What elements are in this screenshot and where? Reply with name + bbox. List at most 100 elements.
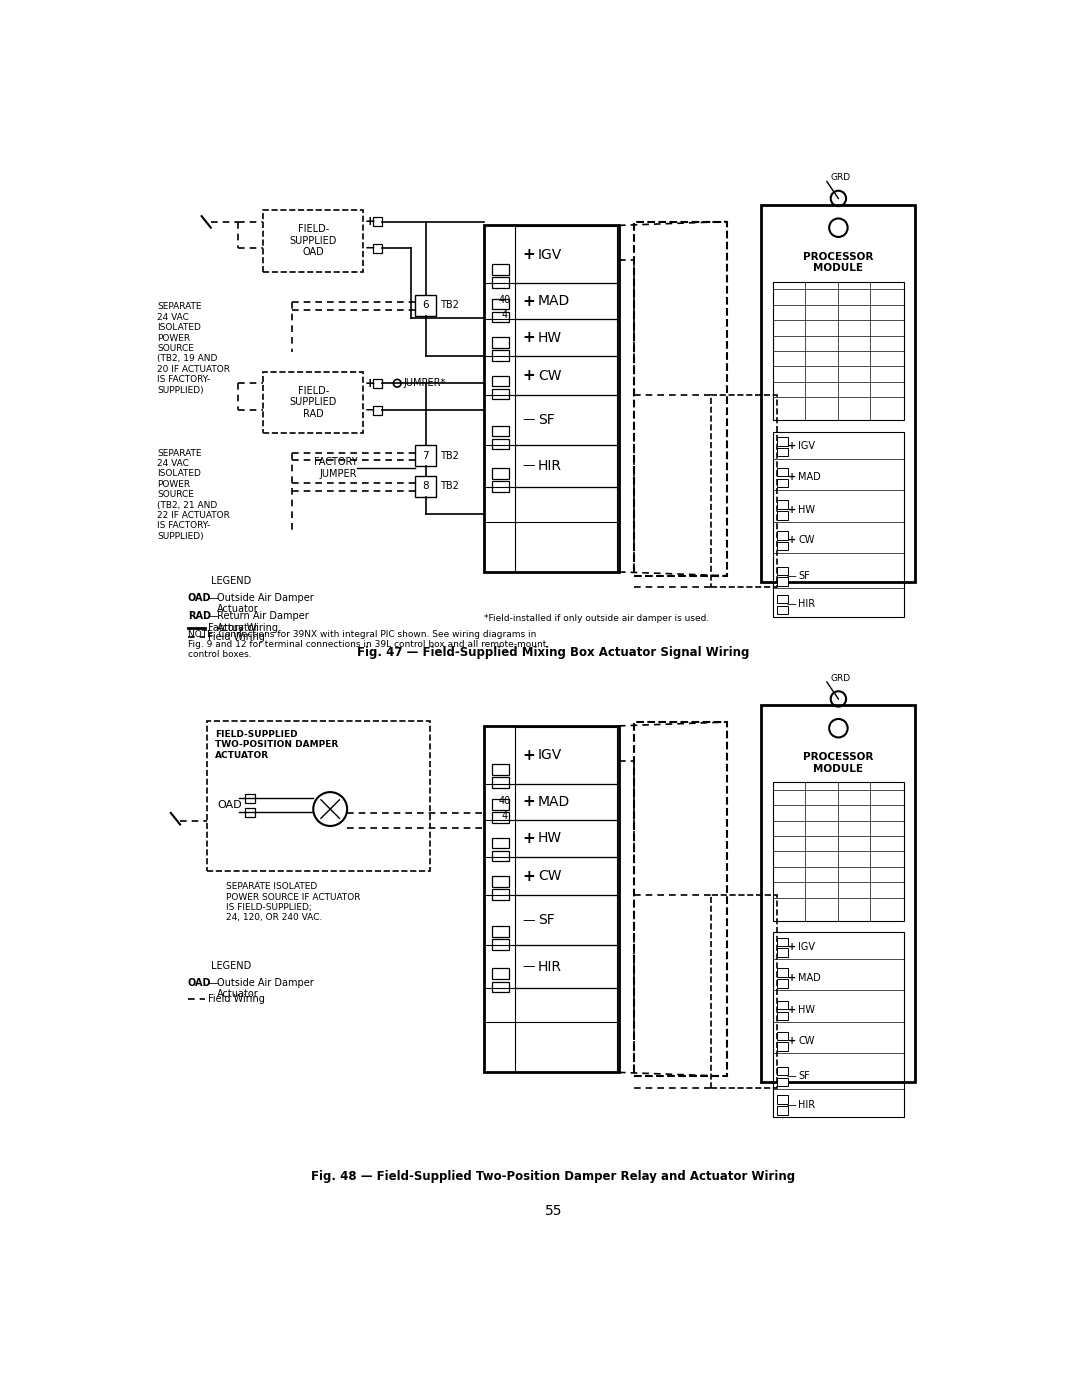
Text: SF: SF — [798, 1071, 810, 1081]
Text: TB2: TB2 — [440, 300, 458, 310]
Text: Outside Air Damper
Actuator: Outside Air Damper Actuator — [217, 978, 314, 999]
Bar — [245, 807, 255, 817]
Bar — [373, 244, 382, 253]
Text: +: + — [523, 293, 535, 309]
Bar — [491, 351, 509, 360]
Bar — [777, 1095, 787, 1104]
Bar — [515, 320, 618, 356]
Bar — [264, 372, 363, 433]
Bar — [491, 778, 509, 788]
Bar — [515, 444, 618, 488]
Text: +: + — [788, 1004, 796, 1016]
Text: TB2: TB2 — [440, 451, 458, 461]
Text: SEPARATE
24 VAC
ISOLATED
POWER
SOURCE
(TB2, 19 AND
20 IF ACTUATOR
IS FACTORY-
SU: SEPARATE 24 VAC ISOLATED POWER SOURCE (T… — [157, 302, 230, 394]
Text: —: — — [207, 592, 218, 602]
Text: 40: 40 — [499, 295, 511, 305]
Bar — [491, 764, 509, 775]
Text: MAD: MAD — [798, 972, 821, 982]
Bar — [491, 812, 509, 823]
Bar — [777, 531, 787, 539]
Text: +: + — [365, 215, 376, 228]
Bar — [415, 444, 436, 467]
Bar — [491, 926, 509, 937]
Text: +: + — [788, 441, 796, 451]
Text: HIR: HIR — [538, 960, 562, 974]
Bar — [515, 895, 618, 946]
Text: 4: 4 — [502, 310, 508, 320]
Text: +: + — [523, 795, 535, 809]
Bar — [491, 468, 509, 479]
Text: —: — — [786, 571, 796, 581]
Bar — [415, 475, 436, 497]
Text: —: — — [786, 1099, 796, 1109]
Bar — [777, 479, 787, 488]
Text: +: + — [523, 869, 535, 883]
Bar — [245, 793, 255, 803]
Text: MAD: MAD — [538, 795, 570, 809]
Text: —: — — [523, 960, 535, 974]
Bar — [777, 949, 787, 957]
Bar — [777, 1106, 787, 1115]
Bar — [515, 284, 618, 320]
Bar — [515, 726, 618, 784]
Bar — [491, 264, 509, 275]
Bar — [373, 217, 382, 226]
Text: JUMPER*: JUMPER* — [403, 379, 446, 388]
Text: +: + — [788, 972, 796, 982]
Text: LEGEND: LEGEND — [211, 576, 251, 585]
Text: 6: 6 — [422, 300, 429, 310]
Text: Fig. 48 — Field-Supplied Two-Position Damper Relay and Actuator Wiring: Fig. 48 — Field-Supplied Two-Position Da… — [311, 1169, 796, 1183]
Text: —: — — [207, 610, 218, 622]
Bar — [515, 946, 618, 988]
Text: CW: CW — [798, 1035, 814, 1046]
Bar — [491, 799, 509, 810]
Bar — [491, 299, 509, 309]
Text: Factory Wiring: Factory Wiring — [207, 623, 278, 633]
Bar — [415, 295, 436, 316]
Text: Fig. 47 — Field-Supplied Mixing Box Actuator Signal Wiring: Fig. 47 — Field-Supplied Mixing Box Actu… — [357, 647, 750, 659]
Bar — [777, 1042, 787, 1051]
Bar — [515, 356, 618, 395]
Bar — [777, 500, 787, 509]
Text: TB2: TB2 — [440, 482, 458, 492]
Bar — [491, 838, 509, 848]
Text: Return Air Damper
Actuator: Return Air Damper Actuator — [217, 610, 309, 633]
Bar — [777, 468, 787, 476]
Bar — [515, 988, 618, 1073]
Text: HW: HW — [798, 1004, 815, 1016]
Text: OAD: OAD — [218, 800, 242, 810]
Bar — [777, 511, 787, 520]
Text: MAD: MAD — [538, 295, 570, 309]
Text: SEPARATE ISOLATED
POWER SOURCE IF ACTUATOR
IS FIELD-SUPPLIED;
24, 120, OR 240 VA: SEPARATE ISOLATED POWER SOURCE IF ACTUAT… — [226, 882, 361, 922]
Text: +: + — [788, 535, 796, 545]
Bar — [515, 226, 618, 284]
Bar — [491, 376, 509, 387]
Text: Field Wiring: Field Wiring — [207, 633, 265, 643]
Text: CW: CW — [798, 535, 814, 545]
Bar — [712, 895, 777, 1088]
Text: LEGEND: LEGEND — [211, 961, 251, 971]
Text: —: — — [786, 599, 796, 609]
Text: SF: SF — [538, 414, 555, 427]
Text: Outside Air Damper
Actuator: Outside Air Damper Actuator — [217, 592, 314, 615]
Bar — [777, 979, 787, 988]
Text: HW: HW — [538, 831, 563, 845]
Bar — [773, 932, 904, 1118]
Text: FACTORY
JUMPER: FACTORY JUMPER — [313, 457, 357, 479]
Text: PROCESSOR
MODULE: PROCESSOR MODULE — [804, 752, 874, 774]
Bar — [515, 820, 618, 856]
Text: +: + — [365, 377, 376, 390]
Bar — [491, 851, 509, 862]
Bar — [777, 1031, 787, 1039]
Text: IGV: IGV — [798, 942, 815, 951]
Text: +: + — [523, 247, 535, 263]
Bar — [491, 439, 509, 450]
Bar — [491, 982, 509, 992]
Bar — [777, 1077, 787, 1087]
Text: SEPARATE
24 VAC
ISOLATED
POWER
SOURCE
(TB2, 21 AND
22 IF ACTUATOR
IS FACTORY-
SU: SEPARATE 24 VAC ISOLATED POWER SOURCE (T… — [157, 448, 230, 541]
Bar — [773, 432, 904, 616]
Text: GRD: GRD — [831, 673, 851, 683]
Bar — [773, 782, 904, 921]
Text: CW: CW — [538, 369, 562, 383]
Text: SF: SF — [798, 571, 810, 581]
